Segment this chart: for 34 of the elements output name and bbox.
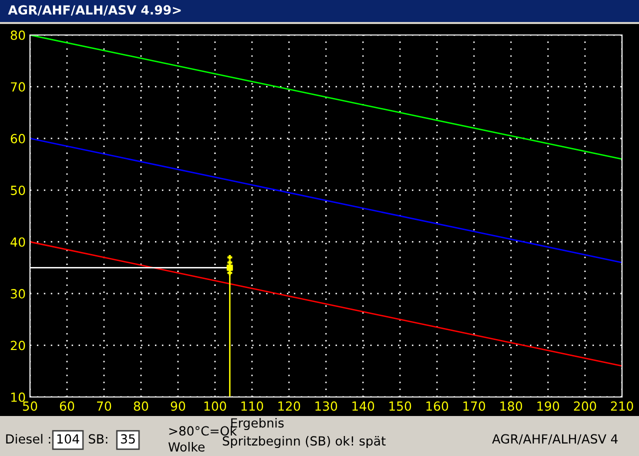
text: Diesel : (6, 434, 50, 444)
x-tick-label: 210 (610, 401, 634, 411)
x-tick-label: 70 (97, 401, 112, 411)
x-tick-label: 80 (134, 401, 148, 411)
y-tick-label: 80 (10, 30, 26, 40)
y-tick-label: 40 (10, 237, 26, 247)
x-tick-label: 200 (574, 401, 596, 411)
y-tick-label: 30 (10, 289, 26, 298)
y-tick-label: 10 (11, 392, 26, 402)
text: Spritzbeginn (SB) ok! spät (222, 436, 386, 448)
chart-title: AGR/AHF/ALH/ASV 4.99> (8, 5, 181, 16)
x-tick-label: 120 (278, 401, 300, 411)
x-tick-label: 60 (60, 401, 74, 411)
x-tick-label: 100 (204, 401, 226, 411)
text: Wolke (168, 442, 205, 452)
x-tick-label: 180 (500, 401, 522, 411)
text: AGR/AHF/ALH/ASV 4 (492, 434, 618, 445)
y-tick-label: 60 (10, 134, 26, 144)
x-tick-label: 110 (241, 401, 264, 411)
y-tick-label: 20 (10, 340, 26, 350)
x-tick-label: 170 (463, 401, 486, 411)
x-tick-label: 140 (352, 401, 374, 411)
x-tick-label: 150 (389, 401, 412, 411)
point (226, 264, 233, 271)
y-tick-label: 50 (10, 186, 26, 196)
text: 35 (120, 434, 135, 444)
y-tick-label: 70 (10, 82, 26, 92)
x-tick-label: 190 (537, 401, 560, 411)
x-tick-label: 130 (315, 401, 338, 411)
x-tick-label: 50 (23, 401, 38, 411)
text: 104 (57, 434, 80, 444)
x-tick-label: 160 (426, 401, 448, 411)
x-tick-label: 90 (170, 401, 186, 411)
text: SB: (88, 434, 108, 444)
